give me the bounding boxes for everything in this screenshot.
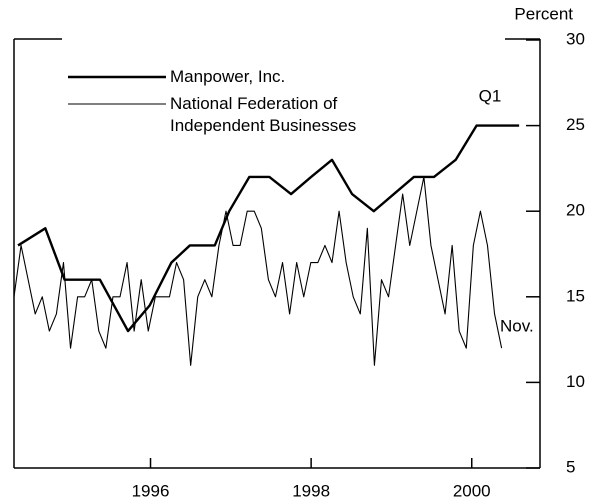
y-tick-label: 15 (566, 286, 585, 305)
y-tick-label: 5 (566, 457, 575, 476)
series-line (13, 176, 503, 366)
legend-label: Manpower, Inc. (170, 67, 286, 86)
annotation: Nov. (500, 316, 534, 335)
series-line (17, 124, 520, 333)
y-tick-label: 20 (566, 201, 585, 220)
x-tick-label: 2000 (453, 481, 491, 500)
y-tick-label: 30 (566, 29, 585, 48)
y-tick-label: 10 (566, 372, 585, 391)
annotation: Q1 (479, 86, 502, 105)
unit-label: Percent (514, 4, 573, 23)
frame (13, 38, 541, 469)
x-tick-label: 1996 (132, 481, 170, 500)
legend-label: National Federation of Independent Busin… (170, 94, 357, 135)
y-tick-label: 25 (566, 115, 585, 134)
x-tick-label: 1998 (292, 481, 330, 500)
